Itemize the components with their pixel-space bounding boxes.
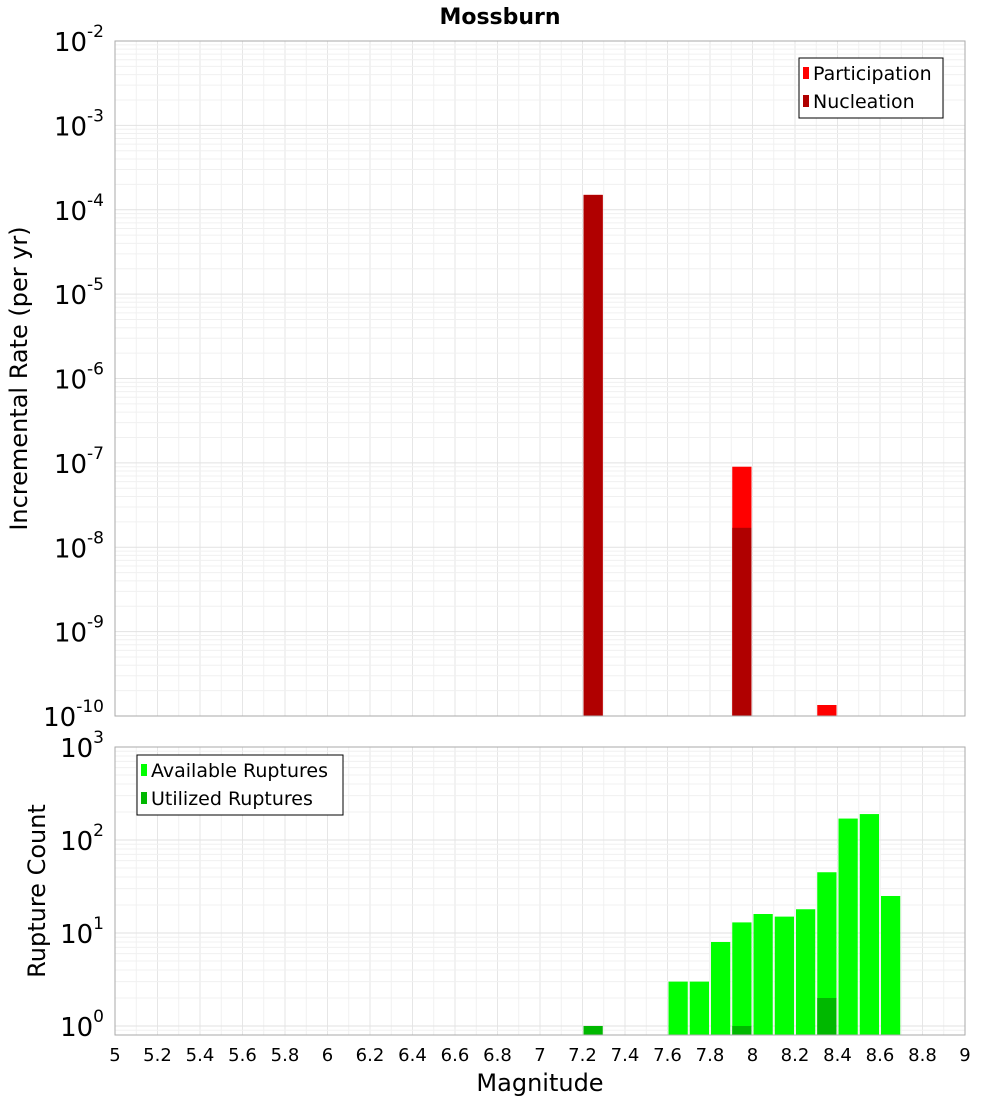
x-tick-label: 7.6: [653, 1045, 682, 1066]
x-tick-label: 6: [322, 1045, 333, 1066]
y-tick-label: 10-10: [43, 697, 104, 733]
bar-available-ruptures: [796, 909, 816, 1035]
x-tick-label: 7.2: [568, 1045, 597, 1066]
legend-swatch: [803, 67, 809, 79]
x-tick-label: 6.4: [398, 1045, 427, 1066]
x-tick-label: 5.4: [186, 1045, 215, 1066]
x-tick-label: 6.6: [441, 1045, 470, 1066]
y-tick-label: 10-5: [54, 275, 104, 311]
magnitude-x-ticks: 5 5.2 5.4 5.6 5.8 6 6.2 6.4 6.6 6.8 7 7.2 7.4 7.6 7.8 8…: [109, 1045, 970, 1066]
bar-nucleation: [583, 194, 603, 716]
x-tick-label: 6.8: [483, 1045, 512, 1066]
x-tick-label: 5: [109, 1045, 120, 1066]
x-tick-label: 5.2: [143, 1045, 172, 1066]
bar-available-ruptures: [689, 981, 709, 1035]
bar-available-ruptures: [711, 942, 731, 1035]
rate-y-ticks: 10-10 10-9 10-8 10-7 10-6 10-5 10-4 10-3 10-2: [43, 22, 104, 733]
bar-utilized-ruptures: [583, 1025, 603, 1035]
y-tick-label: 10-9: [54, 613, 104, 649]
bar-available-ruptures: [774, 916, 794, 1035]
bar-available-ruptures: [859, 814, 879, 1035]
rate-legend: Participation Nucleation: [798, 57, 944, 119]
bar-nucleation: [732, 527, 752, 716]
legend-box: [136, 754, 344, 816]
x-tick-label: 7.8: [696, 1045, 725, 1066]
x-tick-label: 9: [959, 1045, 970, 1066]
bar-available-ruptures: [838, 818, 858, 1035]
bar-available-ruptures: [817, 872, 837, 1035]
count-y-ticks: 100 101 102 103: [60, 728, 104, 1043]
bar-utilized-ruptures: [732, 1025, 752, 1035]
count-panel: 100 101 102 103 5 5.2 5.4 5.6 5.8 6 6.2 6.4 6.6 6.8 7…: [23, 728, 971, 1097]
x-tick-label: 6.2: [356, 1045, 385, 1066]
x-tick-label: 7.4: [611, 1045, 640, 1066]
rate-grid: [114, 40, 966, 717]
bar-available-ruptures: [753, 914, 773, 1035]
legend-box: [798, 57, 944, 119]
y-tick-label: 103: [60, 728, 104, 764]
x-tick-label: 8.4: [823, 1045, 852, 1066]
x-tick-label: 8: [747, 1045, 758, 1066]
x-tick-label: 8.8: [908, 1045, 937, 1066]
y-tick-label: 100: [60, 1007, 104, 1043]
y-tick-label: 10-8: [54, 528, 104, 564]
bar-available-ruptures: [668, 981, 688, 1035]
x-tick-label: 5.6: [228, 1045, 257, 1066]
rate-bars: [583, 194, 837, 716]
legend-label: Participation: [813, 63, 932, 85]
y-tick-label: 10-2: [54, 22, 104, 58]
legend-label: Nucleation: [813, 91, 915, 113]
legend-swatch: [141, 792, 147, 804]
y-tick-label: 10-4: [54, 191, 104, 227]
chart-title: Mossburn: [439, 5, 560, 30]
y-tick-label: 101: [60, 914, 104, 950]
y-tick-label: 10-7: [54, 444, 104, 480]
bar-available-ruptures: [732, 922, 752, 1035]
rate-plot-frame: [114, 40, 966, 717]
bar-available-ruptures: [881, 895, 901, 1035]
magnitude-x-axis-label: Magnitude: [476, 1069, 603, 1097]
legend-swatch: [141, 764, 147, 776]
x-tick-label: 5.8: [271, 1045, 300, 1066]
x-tick-label: 8.6: [866, 1045, 895, 1066]
x-tick-label: 7: [534, 1045, 545, 1066]
y-tick-label: 10-6: [54, 360, 104, 396]
count-plot-frame: [114, 746, 966, 1036]
rate-y-axis-label: Incremental Rate (per yr): [5, 226, 33, 530]
legend-label: Utilized Ruptures: [151, 788, 313, 810]
bar-utilized-ruptures: [817, 997, 837, 1035]
count-y-axis-label: Rupture Count: [23, 804, 51, 978]
count-legend: Available Ruptures Utilized Ruptures: [136, 754, 344, 816]
legend-label: Available Ruptures: [151, 760, 328, 782]
x-tick-label: 8.2: [781, 1045, 810, 1066]
y-tick-label: 102: [60, 821, 104, 857]
count-bars: [583, 814, 901, 1035]
legend-swatch: [803, 95, 809, 107]
bar-participation: [817, 705, 837, 716]
rate-panel: 10-10 10-9 10-8 10-7 10-6 10-5 10-4 10-3 10-2 In…: [5, 22, 966, 733]
y-tick-label: 10-3: [54, 106, 104, 142]
